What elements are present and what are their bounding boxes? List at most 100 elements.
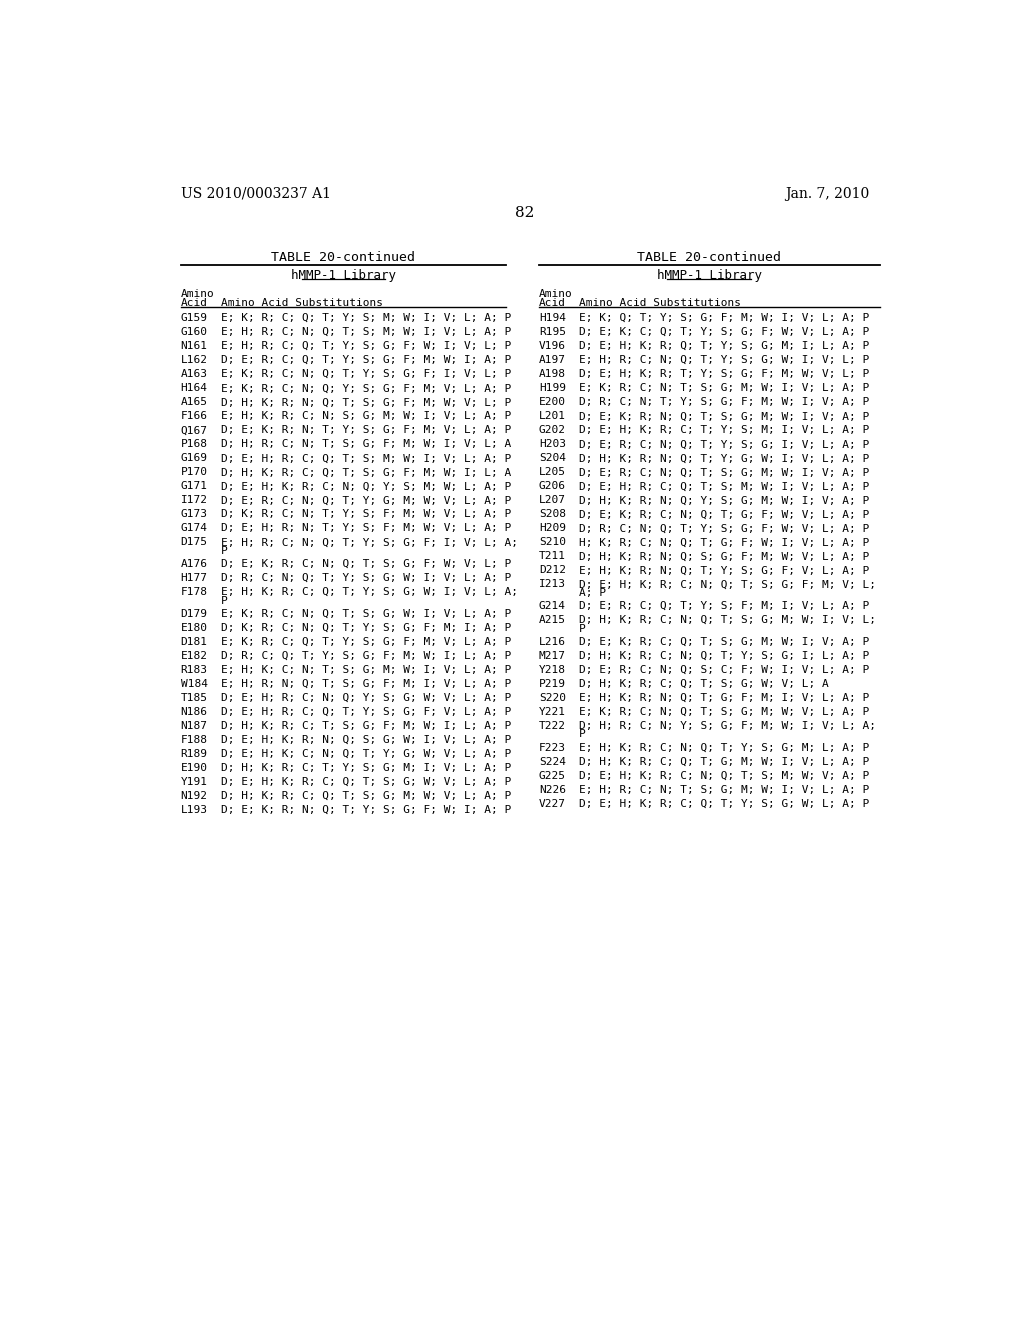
Text: D; E; H; K; R; T; Y; S; G; F; M; W; V; L; P: D; E; H; K; R; T; Y; S; G; F; M; W; V; L… xyxy=(579,370,869,379)
Text: H209: H209 xyxy=(539,524,565,533)
Text: R189: R189 xyxy=(180,748,208,759)
Text: E; K; R; C; N; Q; Y; S; G; F; M; V; L; A; P: E; K; R; C; N; Q; Y; S; G; F; M; V; L; A… xyxy=(221,383,511,393)
Text: A163: A163 xyxy=(180,370,208,379)
Text: I213: I213 xyxy=(539,579,565,590)
Text: E182: E182 xyxy=(180,651,208,661)
Text: D; E; R; C; N; Q; S; C; F; W; I; V; L; A; P: D; E; R; C; N; Q; S; C; F; W; I; V; L; A… xyxy=(579,665,869,675)
Text: E; H; R; C; N; Q; T; Y; S; G; W; I; V; L; P: E; H; R; C; N; Q; T; Y; S; G; W; I; V; L… xyxy=(579,355,869,366)
Text: hMMP-1 Library: hMMP-1 Library xyxy=(656,269,762,282)
Text: D212: D212 xyxy=(539,565,565,576)
Text: H194: H194 xyxy=(539,313,565,323)
Text: D; E; H; R; C; Q; T; S; M; W; I; V; L; A; P: D; E; H; R; C; Q; T; S; M; W; I; V; L; A… xyxy=(579,482,869,491)
Text: E; H; K; R; N; Q; T; G; F; M; I; V; L; A; P: E; H; K; R; N; Q; T; G; F; M; I; V; L; A… xyxy=(579,693,869,704)
Text: D; R; C; N; Q; T; Y; S; G; W; I; V; L; A; P: D; R; C; N; Q; T; Y; S; G; W; I; V; L; A… xyxy=(221,573,511,583)
Text: D; H; K; R; C; N; Q; T; Y; S; G; I; L; A; P: D; H; K; R; C; N; Q; T; Y; S; G; I; L; A… xyxy=(579,651,869,661)
Text: G225: G225 xyxy=(539,771,565,780)
Text: T185: T185 xyxy=(180,693,208,704)
Text: E; K; R; C; Q; T; Y; S; G; F; M; V; L; A; P: E; K; R; C; Q; T; Y; S; G; F; M; V; L; A… xyxy=(221,636,511,647)
Text: H; K; R; C; N; Q; T; G; F; W; I; V; L; A; P: H; K; R; C; N; Q; T; G; F; W; I; V; L; A… xyxy=(579,537,869,548)
Text: D; E; K; R; N; Q; T; S; G; M; W; I; V; A; P: D; E; K; R; N; Q; T; S; G; M; W; I; V; A… xyxy=(579,412,869,421)
Text: E; H; K; R; N; Q; T; Y; S; G; F; V; L; A; P: E; H; K; R; N; Q; T; Y; S; G; F; V; L; A… xyxy=(579,565,869,576)
Text: S224: S224 xyxy=(539,756,565,767)
Text: F223: F223 xyxy=(539,743,565,752)
Text: H164: H164 xyxy=(180,383,208,393)
Text: A165: A165 xyxy=(180,397,208,408)
Text: N192: N192 xyxy=(180,791,208,801)
Text: G206: G206 xyxy=(539,482,565,491)
Text: N187: N187 xyxy=(180,721,208,731)
Text: D; E; H; K; R; C; N; Q; Y; S; M; W; L; A; P: D; E; H; K; R; C; N; Q; Y; S; M; W; L; A… xyxy=(221,482,511,491)
Text: I172: I172 xyxy=(180,495,208,506)
Text: D; H; K; R; C; Q; T; S; G; F; M; W; I; L; A: D; H; K; R; C; Q; T; S; G; F; M; W; I; L… xyxy=(221,467,511,478)
Text: S210: S210 xyxy=(539,537,565,548)
Text: D; E; H; K; R; C; T; Y; S; M; I; V; L; A; P: D; E; H; K; R; C; T; Y; S; M; I; V; L; A… xyxy=(579,425,869,436)
Text: Y191: Y191 xyxy=(180,777,208,787)
Text: E; H; K; R; C; N; Q; T; Y; S; G; M; L; A; P: E; H; K; R; C; N; Q; T; Y; S; G; M; L; A… xyxy=(579,743,869,752)
Text: F166: F166 xyxy=(180,412,208,421)
Text: P168: P168 xyxy=(180,440,208,449)
Text: W184: W184 xyxy=(180,678,208,689)
Text: D; R; C; N; T; Y; S; G; F; M; W; I; V; A; P: D; R; C; N; T; Y; S; G; F; M; W; I; V; A… xyxy=(579,397,869,408)
Text: D; E; K; R; N; Q; T; Y; S; G; F; W; I; A; P: D; E; K; R; N; Q; T; Y; S; G; F; W; I; A… xyxy=(221,805,511,814)
Text: E; K; R; C; N; Q; T; S; G; W; I; V; L; A; P: E; K; R; C; N; Q; T; S; G; W; I; V; L; A… xyxy=(221,609,511,619)
Text: D; E; K; R; C; N; Q; T; S; G; F; W; V; L; P: D; E; K; R; C; N; Q; T; S; G; F; W; V; L… xyxy=(221,560,511,569)
Text: D; H; K; R; C; Q; T; S; G; W; V; L; A: D; H; K; R; C; Q; T; S; G; W; V; L; A xyxy=(579,678,828,689)
Text: D; E; R; C; Q; T; Y; S; G; F; M; W; I; A; P: D; E; R; C; Q; T; Y; S; G; F; M; W; I; A… xyxy=(221,355,511,366)
Text: E190: E190 xyxy=(180,763,208,774)
Text: D; K; R; C; N; T; Y; S; F; M; W; V; L; A; P: D; K; R; C; N; T; Y; S; F; M; W; V; L; A… xyxy=(221,510,511,519)
Text: E; H; K; R; C; N; S; G; M; W; I; V; L; A; P: E; H; K; R; C; N; S; G; M; W; I; V; L; A… xyxy=(221,412,511,421)
Text: E; K; R; C; N; Q; T; S; G; M; W; V; L; A; P: E; K; R; C; N; Q; T; S; G; M; W; V; L; A… xyxy=(579,708,869,717)
Text: Acid: Acid xyxy=(539,298,565,308)
Text: R195: R195 xyxy=(539,327,565,337)
Text: P: P xyxy=(579,623,586,634)
Text: E; H; R; N; Q; T; S; G; F; M; I; V; L; A; P: E; H; R; N; Q; T; S; G; F; M; I; V; L; A… xyxy=(221,678,511,689)
Text: P219: P219 xyxy=(539,678,565,689)
Text: A; P: A; P xyxy=(579,587,606,598)
Text: P: P xyxy=(221,595,227,606)
Text: A198: A198 xyxy=(539,370,565,379)
Text: D175: D175 xyxy=(180,537,208,548)
Text: D; E; K; R; N; T; Y; S; G; F; M; V; L; A; P: D; E; K; R; N; T; Y; S; G; F; M; V; L; A… xyxy=(221,425,511,436)
Text: V196: V196 xyxy=(539,341,565,351)
Text: D; H; K; R; N; Q; T; S; G; F; M; W; V; L; P: D; H; K; R; N; Q; T; S; G; F; M; W; V; L… xyxy=(221,397,511,408)
Text: D; E; H; R; C; Q; T; Y; S; G; F; V; L; A; P: D; E; H; R; C; Q; T; Y; S; G; F; V; L; A… xyxy=(221,708,511,717)
Text: D; R; C; N; Q; T; Y; S; G; F; W; V; L; A; P: D; R; C; N; Q; T; Y; S; G; F; W; V; L; A… xyxy=(579,524,869,533)
Text: E180: E180 xyxy=(180,623,208,632)
Text: Q167: Q167 xyxy=(180,425,208,436)
Text: D; H; K; R; C; T; S; G; F; M; W; I; L; A; P: D; H; K; R; C; T; S; G; F; M; W; I; L; A… xyxy=(221,721,511,731)
Text: H177: H177 xyxy=(180,573,208,583)
Text: A176: A176 xyxy=(180,560,208,569)
Text: P170: P170 xyxy=(180,467,208,478)
Text: 82: 82 xyxy=(515,206,535,220)
Text: D; E; R; C; N; Q; T; S; G; M; W; I; V; A; P: D; E; R; C; N; Q; T; S; G; M; W; I; V; A… xyxy=(579,467,869,478)
Text: Jan. 7, 2010: Jan. 7, 2010 xyxy=(784,187,869,201)
Text: D; E; K; R; C; N; Q; T; G; F; W; V; L; A; P: D; E; K; R; C; N; Q; T; G; F; W; V; L; A… xyxy=(579,510,869,519)
Text: F188: F188 xyxy=(180,735,208,744)
Text: G202: G202 xyxy=(539,425,565,436)
Text: D181: D181 xyxy=(180,636,208,647)
Text: G171: G171 xyxy=(180,482,208,491)
Text: D; H; K; R; C; Q; T; S; G; M; W; V; L; A; P: D; H; K; R; C; Q; T; S; G; M; W; V; L; A… xyxy=(221,791,511,801)
Text: Amino Acid Substitutions: Amino Acid Substitutions xyxy=(579,298,741,308)
Text: E; K; R; C; N; Q; T; Y; S; G; F; I; V; L; P: E; K; R; C; N; Q; T; Y; S; G; F; I; V; L… xyxy=(221,370,511,379)
Text: S220: S220 xyxy=(539,693,565,704)
Text: S204: S204 xyxy=(539,453,565,463)
Text: L193: L193 xyxy=(180,805,208,814)
Text: A197: A197 xyxy=(539,355,565,366)
Text: G173: G173 xyxy=(180,510,208,519)
Text: Acid: Acid xyxy=(180,298,208,308)
Text: L207: L207 xyxy=(539,495,565,506)
Text: D; E; K; C; Q; T; Y; S; G; F; W; V; L; A; P: D; E; K; C; Q; T; Y; S; G; F; W; V; L; A… xyxy=(579,327,869,337)
Text: G160: G160 xyxy=(180,327,208,337)
Text: D; E; R; C; N; Q; T; Y; G; M; W; V; L; A; P: D; E; R; C; N; Q; T; Y; G; M; W; V; L; A… xyxy=(221,495,511,506)
Text: E; H; R; C; Q; T; Y; S; G; F; W; I; V; L; P: E; H; R; C; Q; T; Y; S; G; F; W; I; V; L… xyxy=(221,341,511,351)
Text: E; H; R; C; N; Q; T; Y; S; G; F; I; V; L; A;: E; H; R; C; N; Q; T; Y; S; G; F; I; V; L… xyxy=(221,537,518,548)
Text: D; E; H; R; N; T; Y; S; F; M; W; V; L; A; P: D; E; H; R; N; T; Y; S; F; M; W; V; L; A… xyxy=(221,524,511,533)
Text: US 2010/0003237 A1: US 2010/0003237 A1 xyxy=(180,187,331,201)
Text: V227: V227 xyxy=(539,799,565,809)
Text: D; H; K; R; N; Q; S; G; F; M; W; V; L; A; P: D; H; K; R; N; Q; S; G; F; M; W; V; L; A… xyxy=(579,552,869,561)
Text: H199: H199 xyxy=(539,383,565,393)
Text: D; K; R; C; N; Q; T; Y; S; G; F; M; I; A; P: D; K; R; C; N; Q; T; Y; S; G; F; M; I; A… xyxy=(221,623,511,632)
Text: R183: R183 xyxy=(180,665,208,675)
Text: D; E; R; C; Q; T; Y; S; F; M; I; V; L; A; P: D; E; R; C; Q; T; Y; S; F; M; I; V; L; A… xyxy=(579,601,869,611)
